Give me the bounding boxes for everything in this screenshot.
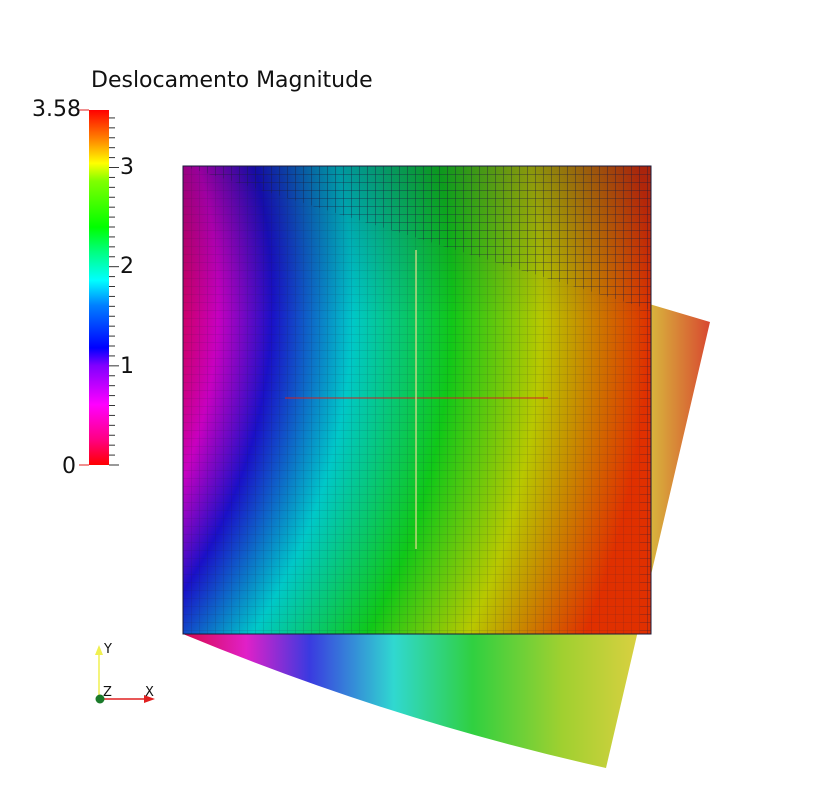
legend-tick-min: 0 (62, 454, 76, 479)
legend-tick-2: 2 (120, 254, 134, 279)
legend-tick-1: 1 (120, 354, 134, 379)
axis-x-label: X (145, 685, 154, 700)
mesh-surface (182, 165, 652, 635)
axis-z-dot (95, 694, 105, 704)
axis-x-arrow (144, 695, 155, 703)
axes-triad (95, 645, 155, 704)
axis-z-label: Z (103, 685, 112, 700)
axis-y-label: Y (104, 642, 112, 657)
legend-title: Deslocamento Magnitude (91, 68, 373, 93)
color-legend-ticks (79, 109, 119, 466)
color-legend-bar (89, 110, 109, 465)
legend-tick-max: 3.58 (32, 97, 81, 122)
color-legend (79, 109, 119, 466)
legend-tick-3: 3 (120, 155, 134, 180)
axis-y-arrow (95, 645, 103, 655)
